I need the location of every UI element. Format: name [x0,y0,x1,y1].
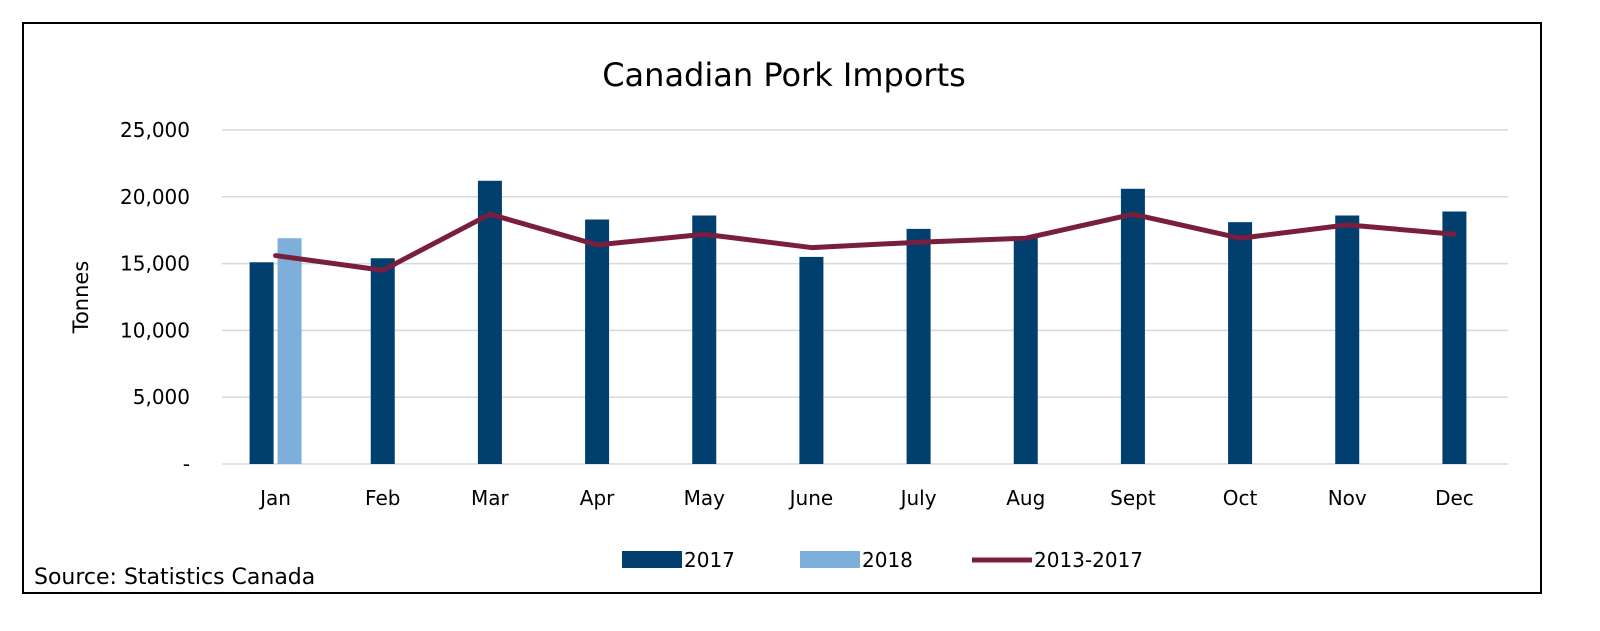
legend-item-2018: 2018 [800,548,913,572]
source-note: Source: Statistics Canada [34,565,315,590]
bar-2017-oct [1228,222,1253,464]
legend-label: 2013-2017 [1034,548,1143,572]
chart-title: Canadian Pork Imports [602,56,966,94]
y-tick-label: 10,000 [120,318,190,342]
bar-2018-jan [277,238,302,464]
y-tick-label: 20,000 [120,185,190,209]
y-tick-label: 5,000 [133,385,190,409]
x-tick-label: Oct [1223,486,1258,510]
legend: 2017 2018 2013-2017 [622,548,1143,572]
x-tick-label: June [788,486,834,510]
bar-2017-feb [370,258,395,464]
x-tick-label: Sept [1110,486,1156,510]
gridlines [222,129,1508,465]
x-tick-label: July [899,486,937,510]
chart-frame [22,22,1542,594]
bar-2017-aug [1013,238,1038,464]
x-tick-label: Dec [1435,486,1474,510]
bar-2017-dec [1442,211,1467,464]
x-tick-label: Feb [365,486,400,510]
bar-2017-july [906,228,931,464]
legend-swatch [622,551,682,568]
y-tick-label: - [183,452,190,476]
y-tick-label: 15,000 [120,252,190,276]
x-axis-ticks: Jan Feb Mar Apr May June July Aug Sept Oct Nov Dec [258,486,1474,510]
bar-2017-june [799,256,824,464]
line-series-2013-2017 [273,211,1457,273]
bar-2017-jan [249,262,274,464]
x-tick-label: Apr [580,486,615,510]
y-axis-ticks: - 5,000 10,000 15,000 20,000 25,000 [120,118,190,476]
bars [249,180,1467,464]
legend-item-2013-2017: 2013-2017 [972,548,1143,572]
legend-label: 2018 [862,548,913,572]
bar-2017-nov [1335,215,1360,464]
x-tick-label: Aug [1006,486,1045,510]
x-tick-label: May [684,486,726,510]
bar-2017-apr [585,219,610,464]
x-tick-label: Jan [258,486,291,510]
bar-2017-sept [1120,188,1145,464]
y-axis-title: Tonnes [69,261,93,335]
legend-item-2017: 2017 [622,548,735,572]
legend-label: 2017 [684,548,735,572]
legend-swatch [800,551,860,568]
bar-2017-mar [477,180,502,464]
x-tick-label: Nov [1328,486,1367,510]
bar-2017-may [692,215,717,464]
y-tick-label: 25,000 [120,118,190,142]
x-tick-label: Mar [471,486,510,510]
line-series [273,211,1457,273]
